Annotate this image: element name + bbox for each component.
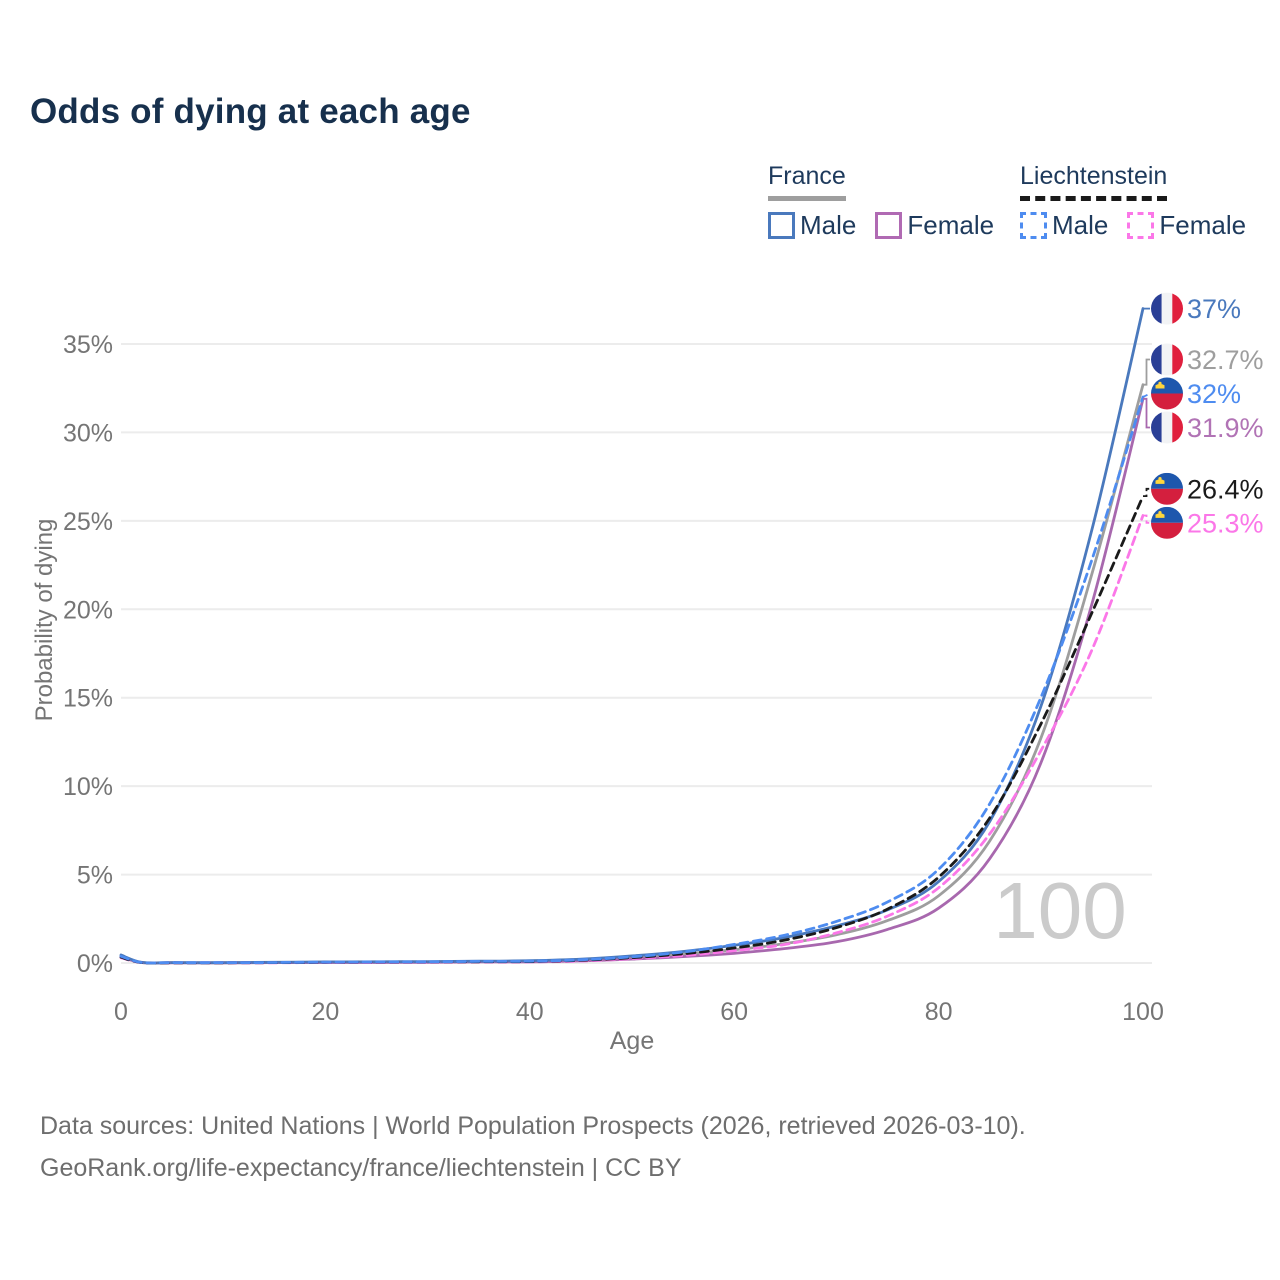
y-tick-label: 20% xyxy=(63,596,113,624)
connector-france-female xyxy=(1143,397,1150,429)
x-tick-label: 80 xyxy=(925,998,953,1026)
legend-item-liechtenstein-female[interactable]: Female xyxy=(1127,210,1246,241)
connector-liechtenstein-female xyxy=(1143,514,1150,524)
series-line-france-female xyxy=(119,397,1145,965)
x-tick-label: 100 xyxy=(1122,998,1164,1026)
series-line-liechtenstein-female xyxy=(119,514,1145,965)
connector-liechtenstein-male xyxy=(1142,392,1151,398)
flag-icon-france-both-sexes xyxy=(1151,343,1183,376)
x-axis-title: Age xyxy=(610,1027,654,1055)
legend-label-france-male: Male xyxy=(800,209,857,240)
legend-item-france-male[interactable]: Male xyxy=(768,210,856,241)
legend-swatch-liechtenstein-male-icon xyxy=(1020,211,1047,239)
end-label-france-female: 31.9% xyxy=(1187,413,1264,443)
y-tick-label: 30% xyxy=(63,419,113,447)
x-tick-label: 40 xyxy=(516,998,544,1026)
legend-group-liechtenstein: Liechtenstein Male Female xyxy=(1020,162,1246,241)
y-tick-label: 35% xyxy=(63,331,113,359)
footer: Data sources: United Nations | World Pop… xyxy=(40,1105,1026,1189)
x-tick-label: 60 xyxy=(720,998,748,1026)
series-line-liechtenstein-male xyxy=(119,395,1145,965)
flag-icon-liechtenstein-male xyxy=(1151,377,1183,410)
connector-liechtenstein-both-sexes xyxy=(1143,487,1150,497)
x-tick-label: 0 xyxy=(114,998,128,1026)
legend-label-liechtenstein-female: Female xyxy=(1159,209,1247,240)
legend-group-france: France Male Female xyxy=(768,162,994,241)
series-line-france-both-sexes xyxy=(119,383,1145,965)
page-title: Odds of dying at each age xyxy=(30,92,471,131)
end-label-liechtenstein-male: 32% xyxy=(1187,379,1241,409)
legend-item-france-female[interactable]: Female xyxy=(875,210,994,241)
y-tick-label: 5% xyxy=(77,862,113,890)
end-label-liechtenstein-both-sexes: 26.4% xyxy=(1187,474,1264,504)
footer-data-sources: Data sources: United Nations | World Pop… xyxy=(40,1112,1026,1140)
legend-row-france: Male Female xyxy=(768,210,994,241)
end-label-france-both-sexes: 32.7% xyxy=(1187,345,1264,375)
legend-item-liechtenstein-male[interactable]: Male xyxy=(1020,210,1108,241)
watermark-age-100: 100 xyxy=(993,866,1126,955)
y-tick-label: 0% xyxy=(77,950,113,978)
flag-icon-france-female xyxy=(1151,411,1183,444)
legend-label-france-female: Female xyxy=(907,209,995,240)
end-label-liechtenstein-female: 25.3% xyxy=(1187,508,1264,538)
y-tick-label: 15% xyxy=(63,685,113,713)
connector-france-both-sexes xyxy=(1143,358,1150,386)
flag-icon-france-male xyxy=(1151,292,1183,325)
legend-group-title-liechtenstein: Liechtenstein xyxy=(1020,162,1168,201)
x-tick-label: 20 xyxy=(311,998,339,1026)
y-tick-label: 25% xyxy=(63,508,113,536)
end-label-france-male: 37% xyxy=(1187,294,1241,324)
legend-row-liechtenstein: Male Female xyxy=(1020,210,1246,241)
y-tick-label: 10% xyxy=(63,773,113,801)
legend-swatch-liechtenstein-female-icon xyxy=(1127,211,1155,239)
legend-swatch-france-female-icon xyxy=(875,211,903,239)
footer-attribution-link: GeoRank.org/life-expectancy/france/liech… xyxy=(40,1154,682,1182)
series-line-france-male xyxy=(119,307,1145,965)
series-line-liechtenstein-both-sexes xyxy=(119,494,1145,965)
flag-icon-liechtenstein-female xyxy=(1151,506,1183,539)
legend-group-title-france: France xyxy=(768,162,846,201)
legend-swatch-france-male-icon xyxy=(768,211,795,239)
y-axis-title: Probability of dying xyxy=(31,519,58,722)
flag-icon-liechtenstein-both-sexes xyxy=(1151,472,1183,505)
legend-label-liechtenstein-male: Male xyxy=(1052,209,1109,240)
